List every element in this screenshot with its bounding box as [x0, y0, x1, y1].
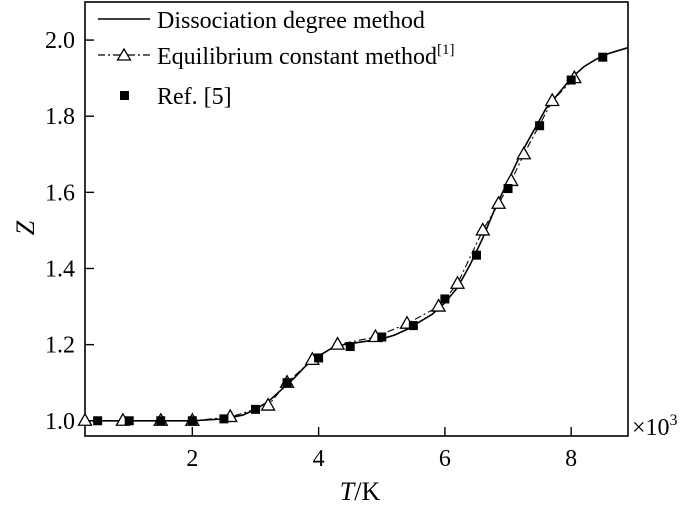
- legend-marker-square: [120, 91, 129, 100]
- y-tick-label-1.6: 1.6: [45, 180, 75, 206]
- equilibrium-point: [516, 145, 532, 160]
- ref5-point: [345, 342, 355, 352]
- ref5-point: [377, 332, 387, 342]
- x-axis-label-italic: T: [340, 477, 356, 506]
- equilibrium-point: [329, 336, 346, 350]
- equilibrium-point: [490, 195, 507, 209]
- legend-label-equilibrium: Equilibrium constant method[1]: [157, 42, 454, 70]
- series-equilibrium-line: [85, 77, 575, 422]
- ref5-point: [187, 416, 197, 426]
- x-axis-multiplier: ×103: [632, 412, 678, 441]
- equilibrium-point: [449, 275, 466, 289]
- ref5-point: [566, 75, 576, 85]
- legend-marker-triangle: [116, 47, 132, 61]
- equilibrium-point: [77, 412, 93, 426]
- equilibrium-point: [475, 222, 491, 236]
- ref5-point: [440, 294, 450, 304]
- ref5-point: [250, 404, 260, 414]
- ref5-point: [124, 416, 134, 426]
- ref5-point: [471, 250, 481, 260]
- equilibrium-point: [260, 397, 276, 411]
- equilibrium-point: [503, 172, 519, 187]
- legend-label-equilibrium-text: Equilibrium constant method: [157, 44, 437, 70]
- x-tick-label-2: 2: [186, 446, 198, 472]
- ref5-point: [408, 321, 418, 331]
- y-tick-label-1.2: 1.2: [45, 333, 75, 359]
- ref5-point: [535, 121, 545, 131]
- ref5-point: [156, 416, 166, 426]
- axis-ticks: 2 4 6 8 1.0 1.2 1.4 1.6 1.8 2.0: [45, 28, 577, 472]
- x-axis-multiplier-exponent: 3: [670, 412, 678, 429]
- y-tick-label-1.8: 1.8: [45, 104, 75, 130]
- y-tick-label-1: 1.0: [45, 409, 75, 435]
- ref5-point: [314, 353, 324, 363]
- ref5-point: [93, 416, 103, 426]
- equilibrium-point: [430, 298, 447, 312]
- x-axis-multiplier-base: ×10: [632, 415, 670, 441]
- series-layer: [77, 46, 629, 426]
- y-tick-label-2: 2.0: [45, 28, 75, 54]
- x-tick-label-4: 4: [313, 446, 325, 472]
- x-axis-label-unit: /K: [354, 477, 380, 506]
- x-axis-label: T/K: [340, 477, 381, 506]
- x-tick-label-8: 8: [565, 446, 577, 472]
- legend-label-equilibrium-sup: [1]: [437, 42, 455, 58]
- legend-label-dissociation: Dissociation degree method: [157, 8, 425, 34]
- x-tick-label-6: 6: [439, 446, 451, 472]
- plot-frame: [84, 1, 629, 437]
- equilibrium-point: [544, 92, 560, 107]
- legend: Dissociation degree method Equilibrium c…: [98, 8, 454, 110]
- ref5-point: [282, 378, 292, 388]
- ref5-point: [219, 414, 229, 424]
- ref5-point: [503, 184, 513, 194]
- legend-label-ref5: Ref. [5]: [157, 84, 232, 110]
- y-tick-label-1.4: 1.4: [45, 256, 75, 282]
- y-axis-label: Z: [11, 220, 40, 235]
- ref5-point: [598, 52, 608, 62]
